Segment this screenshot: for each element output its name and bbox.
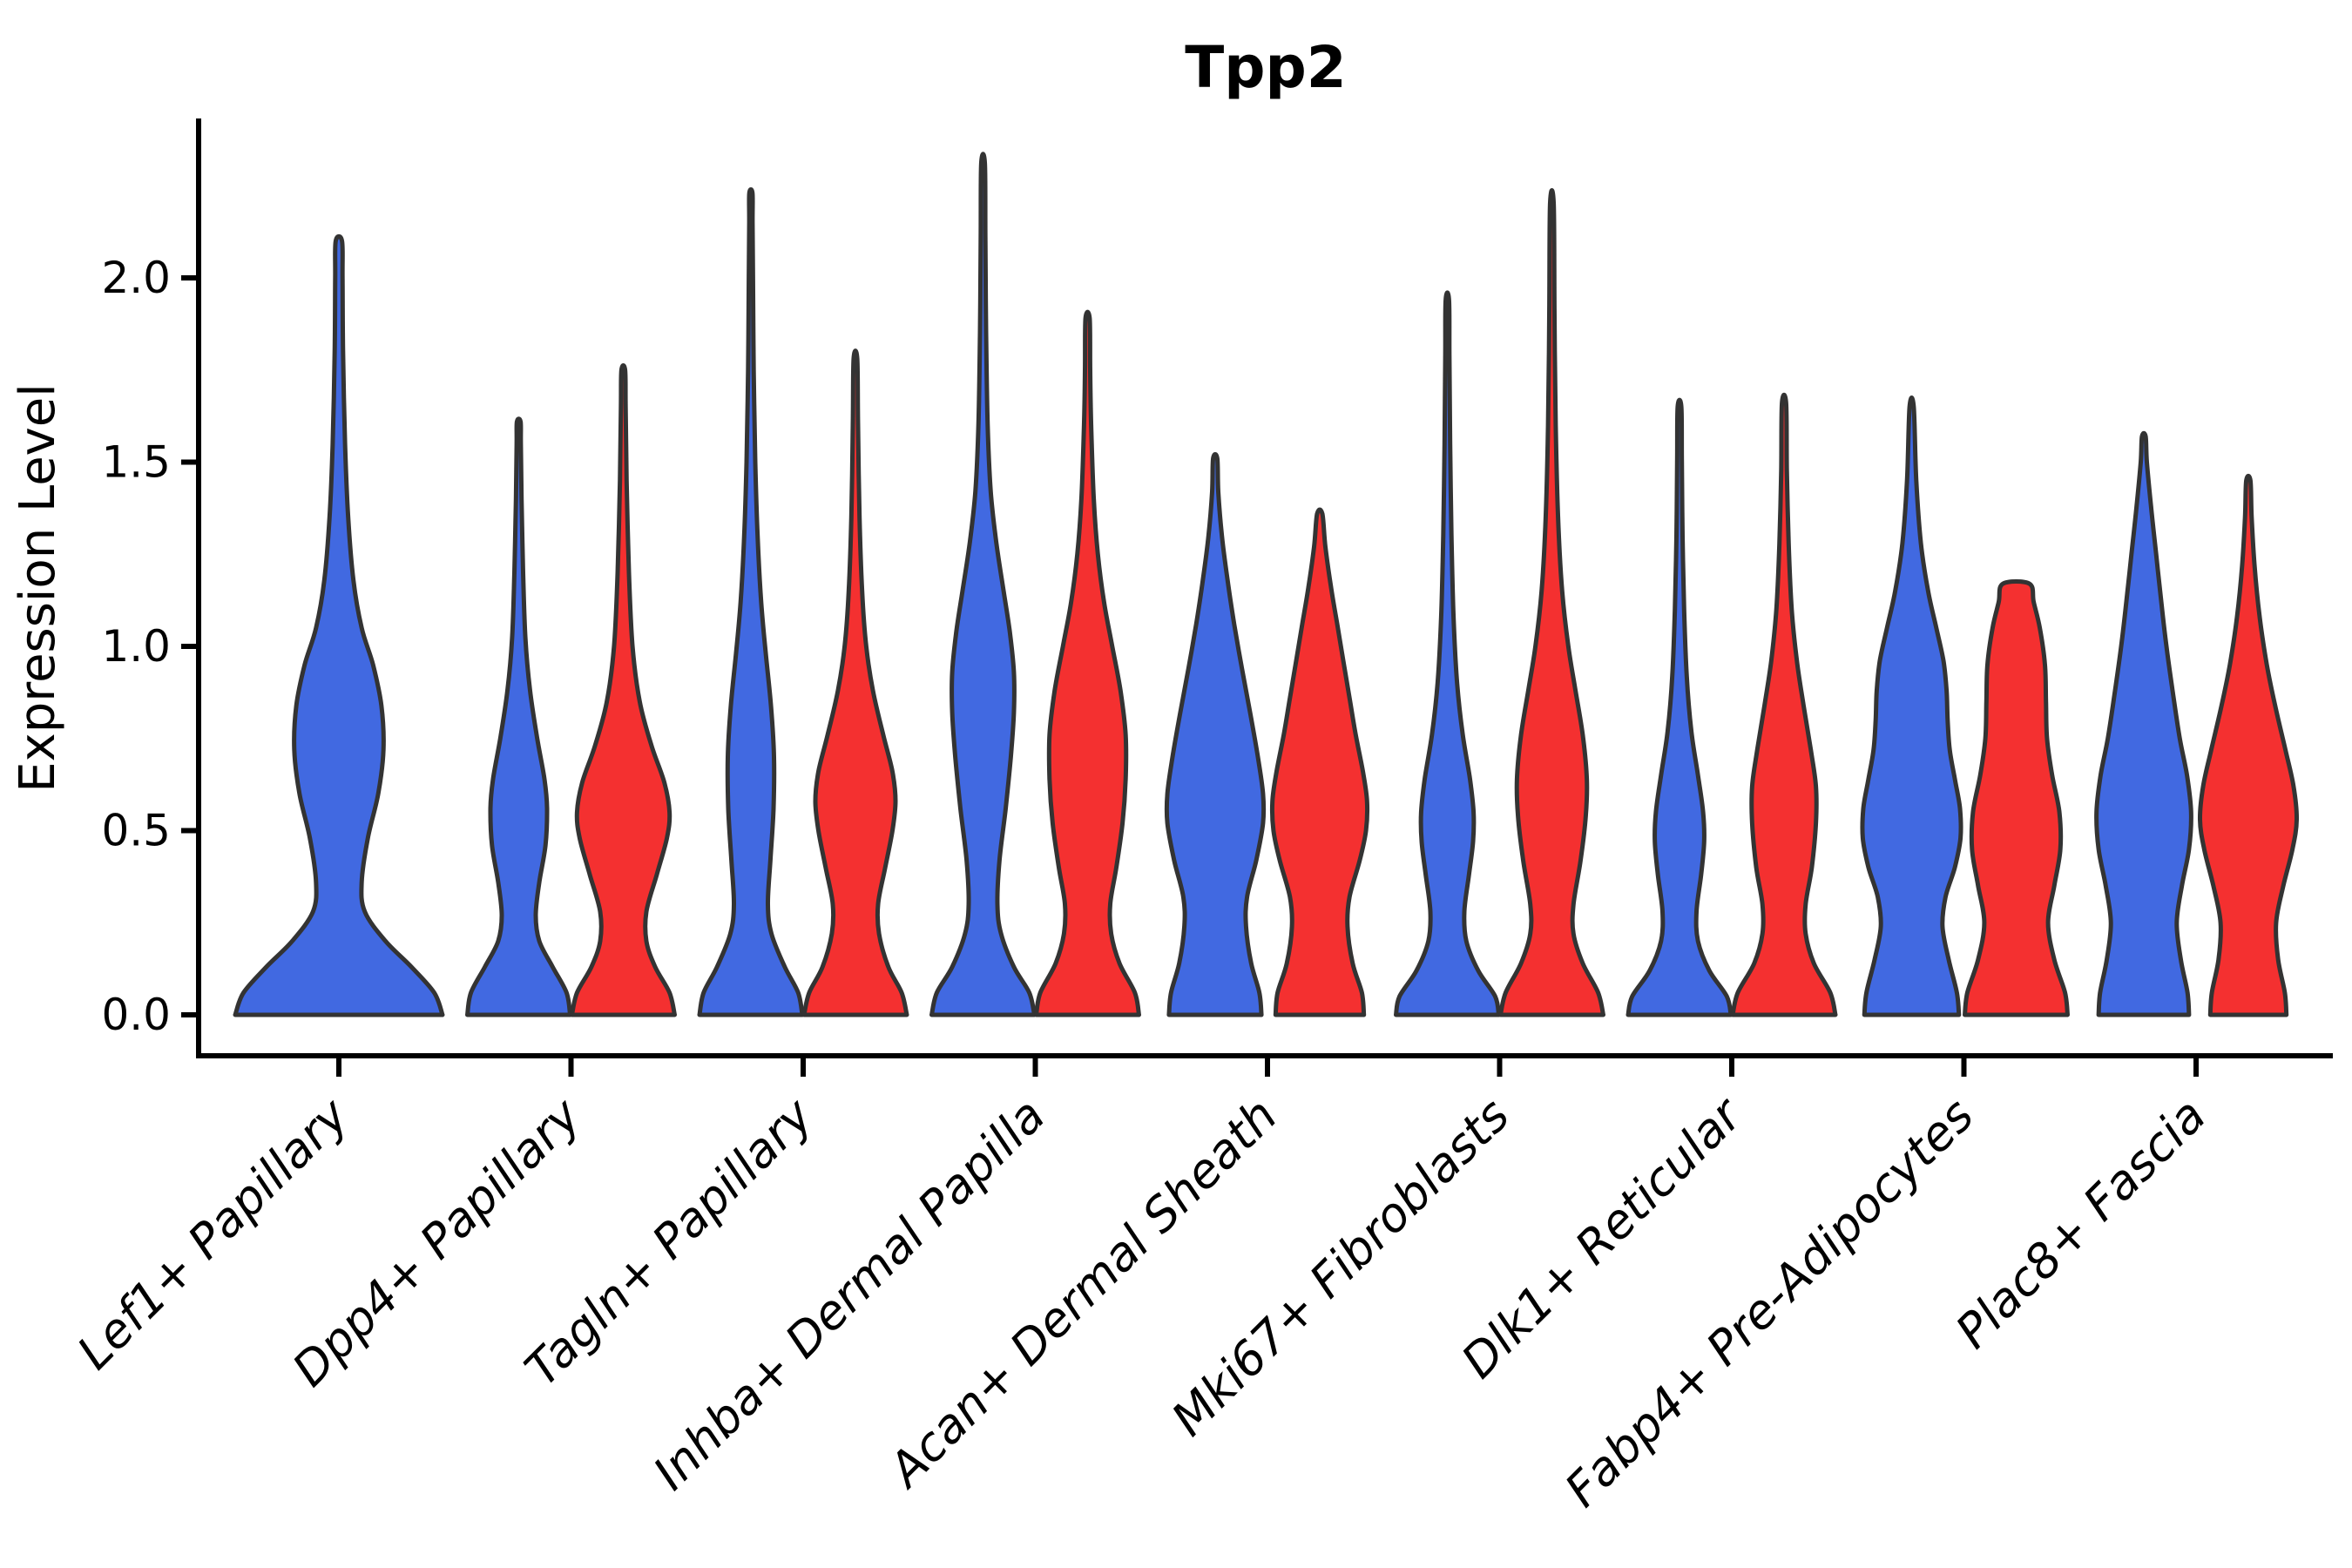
- y-tick-label-1.5: 1.5: [101, 437, 171, 488]
- violin-plac8-fascia-blue: [2094, 430, 2193, 1017]
- violin-fabp4-pre-adipocytes-blue: [1860, 395, 1963, 1017]
- violins-layer: [233, 152, 2300, 1017]
- violin-acan-dermal-sheath-blue: [1164, 452, 1267, 1017]
- violin-plac8-fascia-red: [2197, 473, 2300, 1017]
- violin-dpp4-papillary-red: [570, 362, 677, 1017]
- violin-dlk1-reticular-red: [1730, 392, 1838, 1017]
- x-axis-label-inhba-dermal-papilla: Inhba+ Dermal Papilla: [643, 1088, 1056, 1501]
- y-tick-label-0.5: 0.5: [101, 806, 171, 856]
- violin-lef1-papillary-blue: [233, 233, 445, 1017]
- axis-ticks-layer: 0.0 0.5 1.0 1.5 2.0: [101, 253, 2199, 1077]
- violin-tagln-papillary-blue: [697, 187, 805, 1017]
- x-axis-label-plac8-fascia: Plac8+ Fascia: [1945, 1088, 2216, 1359]
- y-tick-label-1.0: 1.0: [101, 621, 171, 672]
- violin-dpp4-papillary-blue: [465, 416, 572, 1017]
- violin-fabp4-pre-adipocytes-red: [1963, 578, 2070, 1017]
- violin-acan-dermal-sheath-red: [1269, 507, 1370, 1017]
- violin-mki67-fibroblasts-blue: [1394, 290, 1501, 1017]
- violin-mki67-fibroblasts-red: [1498, 188, 1605, 1017]
- violin-tagln-papillary-red: [801, 348, 909, 1017]
- x-axis-label-acan-dermal-sheath: Acan+ Dermal Sheath: [876, 1088, 1288, 1499]
- violin-inhba-dermal-papilla-blue: [929, 152, 1037, 1017]
- x-axis-label-fabp4-pre-adipocytes: Fabp4+ Pre-Adipocytes: [1554, 1088, 1984, 1517]
- violin-dlk1-reticular-blue: [1625, 397, 1734, 1017]
- violin-inhba-dermal-papilla-red: [1034, 309, 1141, 1017]
- y-tick-label-2.0: 2.0: [101, 253, 171, 303]
- chart-title: Tpp2: [1185, 34, 1346, 101]
- y-tick-label-0.0: 0.0: [101, 990, 171, 1040]
- y-axis-title: Expression Level: [10, 383, 66, 793]
